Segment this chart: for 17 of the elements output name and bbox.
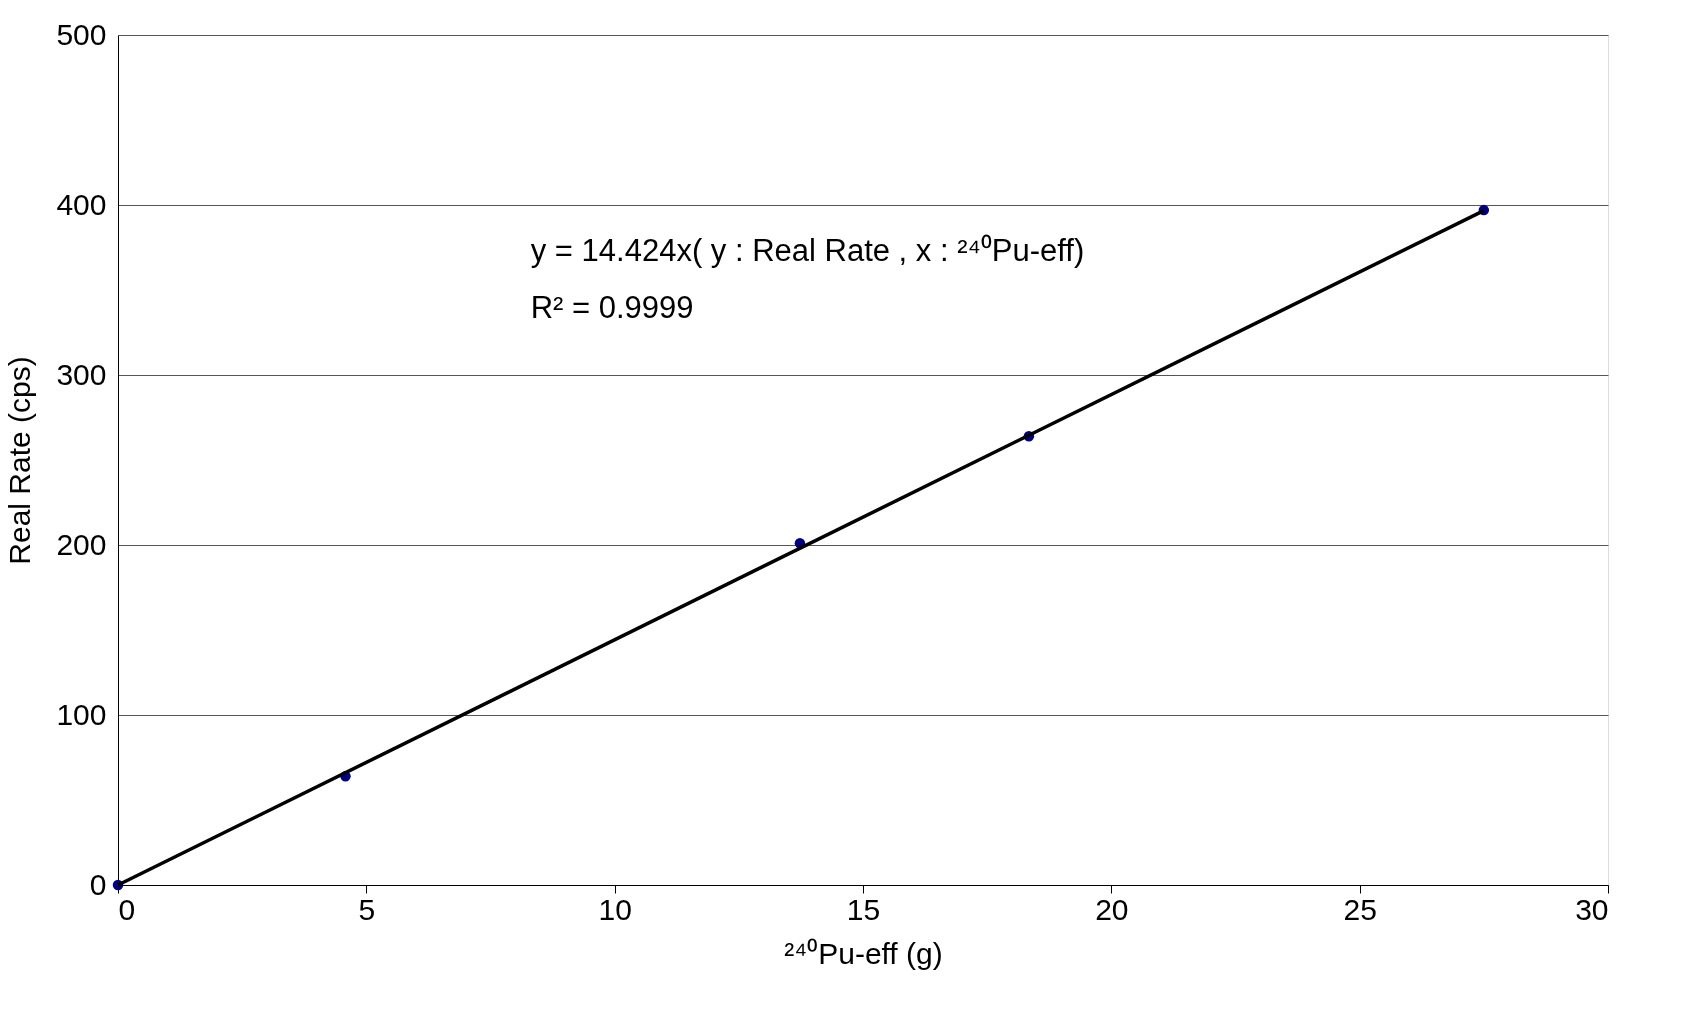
x-tick-label: 25 [1343, 892, 1377, 926]
x-tick-label: 30 [1575, 892, 1609, 926]
x-tick-label: 0 [118, 892, 136, 926]
x-axis-title: ²⁴⁰Pu-eff (g) [784, 936, 943, 970]
x-tick-label: 20 [1095, 892, 1129, 926]
y-tick-label: 500 [56, 17, 107, 51]
y-tick-label: 0 [89, 867, 107, 901]
y-tick-label: 300 [56, 357, 107, 391]
x-tick-label: 15 [846, 892, 881, 926]
annotation: y = 14.424x( y : Real Rate , x : ²⁴⁰Pu-eff) [530, 232, 1085, 268]
y-tick-label: 400 [56, 187, 107, 221]
y-tick-label: 100 [56, 697, 107, 731]
annotation: R² = 0.9999 [530, 289, 694, 325]
y-axis-title: Real Rate (cps) [3, 356, 37, 565]
x-tick-label: 10 [598, 892, 632, 926]
y-tick-label: 200 [56, 527, 107, 561]
x-tick-label: 5 [358, 892, 376, 926]
